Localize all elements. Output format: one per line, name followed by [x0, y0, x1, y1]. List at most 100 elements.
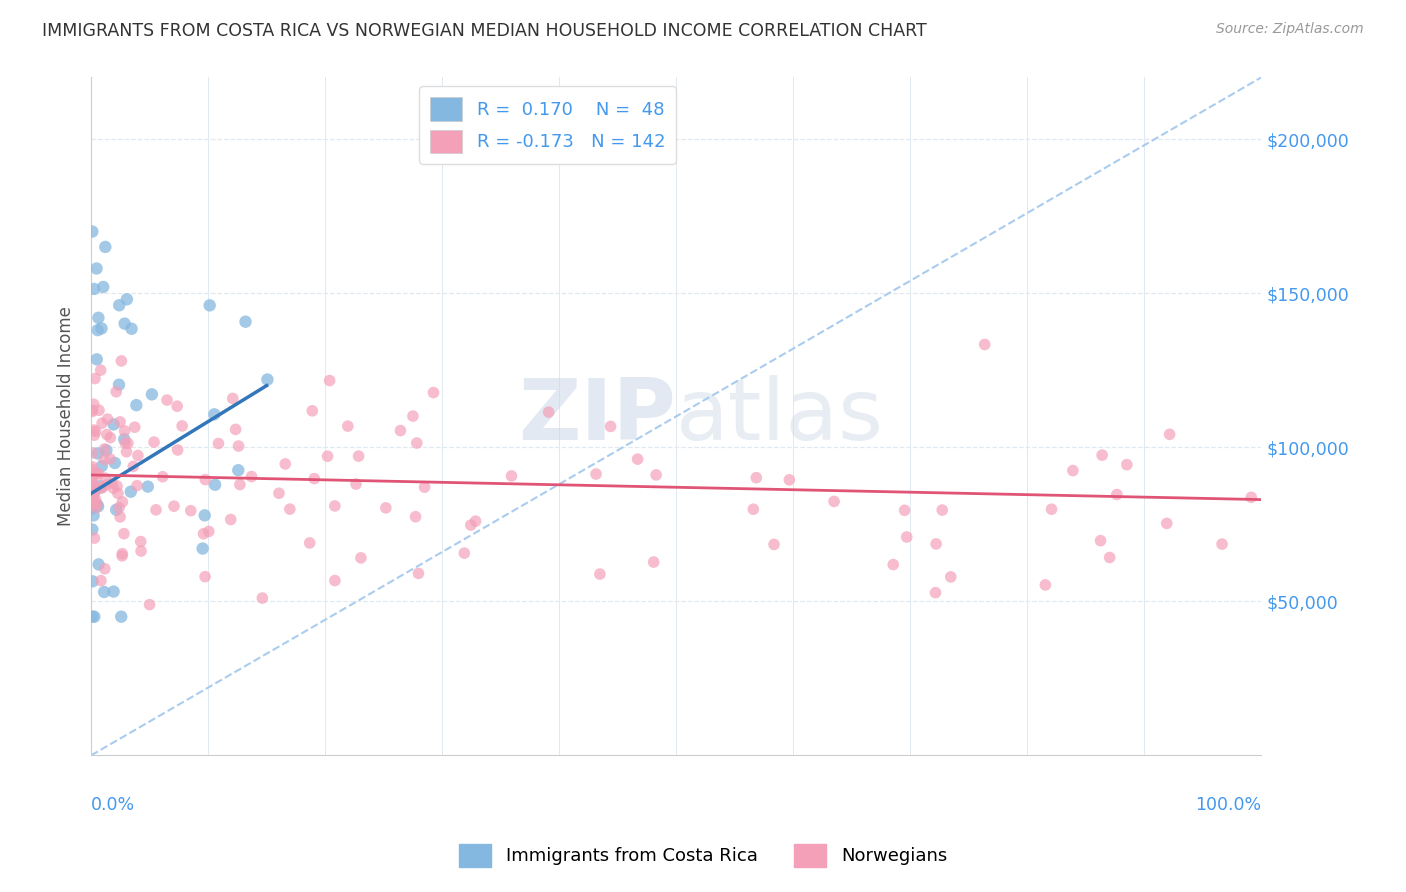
Point	[94, 471, 117, 485]
Point	[115, 444, 138, 458]
Point	[82, 501, 104, 516]
Point	[124, 420, 146, 434]
Point	[108, 415, 131, 429]
Point	[129, 544, 152, 558]
Point	[1035, 578, 1057, 592]
Point	[103, 584, 125, 599]
Point	[172, 418, 194, 433]
Point	[82, 609, 104, 624]
Point	[96, 427, 118, 442]
Point	[98, 451, 121, 466]
Point	[422, 385, 444, 400]
Point	[163, 499, 186, 513]
Point	[86, 352, 108, 367]
Point	[86, 261, 108, 276]
Legend: Immigrants from Costa Rica, Norwegians: Immigrants from Costa Rica, Norwegians	[451, 837, 955, 874]
Point	[120, 484, 142, 499]
Point	[111, 547, 134, 561]
Point	[925, 537, 948, 551]
Point	[96, 478, 118, 492]
Point	[191, 541, 214, 556]
Point	[82, 403, 104, 417]
Point	[121, 322, 143, 336]
Point	[316, 449, 339, 463]
Point	[105, 502, 128, 516]
Point	[778, 473, 800, 487]
Legend: R =  0.170    N =  48, R = -0.173   N = 142: R = 0.170 N = 48, R = -0.173 N = 142	[419, 87, 676, 163]
Point	[101, 475, 124, 490]
Point	[389, 424, 412, 438]
Point	[83, 487, 105, 501]
Point	[235, 315, 257, 329]
Point	[138, 598, 160, 612]
Point	[83, 467, 105, 481]
Point	[194, 508, 217, 523]
Point	[405, 436, 427, 450]
Point	[408, 566, 430, 581]
Text: atlas: atlas	[676, 375, 884, 458]
Point	[229, 477, 252, 491]
Point	[83, 282, 105, 296]
Point	[973, 337, 995, 351]
Point	[274, 457, 297, 471]
Point	[298, 536, 321, 550]
Point	[103, 417, 125, 432]
Point	[152, 469, 174, 483]
Point	[1090, 533, 1112, 548]
Point	[86, 466, 108, 480]
Point	[347, 449, 370, 463]
Point	[90, 480, 112, 494]
Point	[464, 514, 486, 528]
Point	[222, 392, 245, 406]
Point	[90, 481, 112, 495]
Point	[501, 469, 523, 483]
Point	[202, 408, 225, 422]
Point	[924, 585, 946, 599]
Text: Source: ZipAtlas.com: Source: ZipAtlas.com	[1216, 22, 1364, 37]
Point	[112, 526, 135, 541]
Point	[1240, 491, 1263, 505]
Point	[108, 500, 131, 515]
Point	[278, 502, 301, 516]
Point	[301, 404, 323, 418]
Point	[180, 504, 202, 518]
Point	[110, 354, 132, 368]
Point	[228, 439, 250, 453]
Point	[896, 530, 918, 544]
Point	[91, 416, 114, 430]
Point	[225, 422, 247, 436]
Point	[823, 494, 845, 508]
Point	[90, 321, 112, 335]
Point	[318, 374, 340, 388]
Point	[350, 550, 373, 565]
Point	[127, 449, 149, 463]
Point	[1211, 537, 1233, 551]
Point	[105, 384, 128, 399]
Point	[125, 478, 148, 492]
Point	[94, 240, 117, 254]
Point	[91, 280, 114, 294]
Point	[108, 377, 131, 392]
Point	[111, 495, 134, 509]
Point	[198, 298, 221, 312]
Point	[87, 558, 110, 572]
Point	[105, 479, 128, 493]
Point	[304, 472, 326, 486]
Point	[87, 403, 110, 417]
Point	[82, 484, 104, 499]
Text: IMMIGRANTS FROM COSTA RICA VS NORWEGIAN MEDIAN HOUSEHOLD INCOME CORRELATION CHAR: IMMIGRANTS FROM COSTA RICA VS NORWEGIAN …	[42, 22, 927, 40]
Point	[194, 569, 217, 583]
Point	[93, 452, 115, 467]
Point	[94, 562, 117, 576]
Point	[87, 500, 110, 514]
Point	[125, 398, 148, 412]
Point	[643, 555, 665, 569]
Point	[742, 502, 765, 516]
Point	[460, 518, 482, 533]
Point	[882, 558, 904, 572]
Point	[166, 399, 188, 413]
Point	[156, 393, 179, 408]
Point	[256, 372, 278, 386]
Point	[745, 471, 768, 485]
Point	[84, 500, 107, 515]
